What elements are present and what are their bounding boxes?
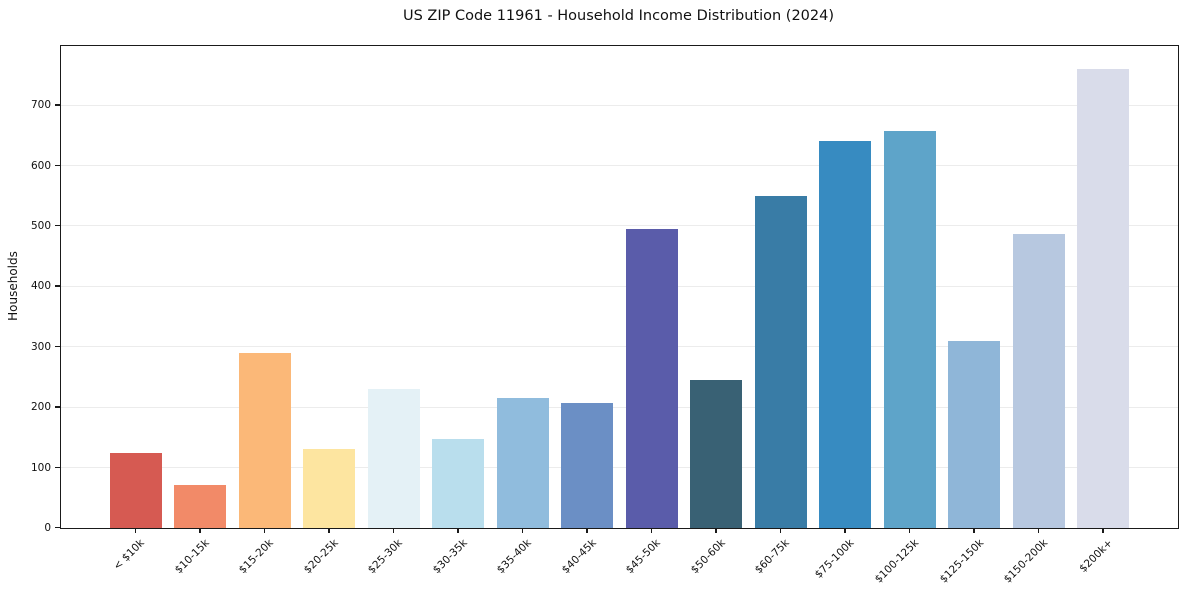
bar-$35-40k (496, 398, 549, 528)
x-tick-mark-11 (844, 528, 846, 534)
bar-$10-15k (174, 484, 227, 528)
x-tick-label-$200k+: $200k+ (1076, 537, 1115, 575)
x-tick-mark-5 (457, 528, 459, 534)
x-tick-label-$35-40k: $35-40k (495, 537, 535, 577)
y-tick-mark-400 (55, 285, 60, 287)
bar-$30-35k (432, 438, 485, 528)
x-tick-label-< $10k: < $10k (111, 537, 148, 573)
x-tick-mark-14 (1037, 528, 1040, 534)
x-tick-label-$30-35k: $30-35k (430, 537, 470, 577)
gridline-y-300 (61, 346, 1178, 348)
y-tick-mark-200 (55, 406, 60, 408)
x-tick-mark-1 (199, 528, 201, 534)
bar-$60-75k (754, 195, 807, 528)
bar-$45-50k (625, 229, 678, 528)
x-tick-label-$20-25k: $20-25k (301, 537, 341, 577)
bar-$25-30k (367, 389, 420, 528)
x-tick-mark-6 (521, 528, 524, 534)
bar-$75-100k (819, 141, 872, 528)
y-tick-mark-100 (55, 466, 60, 468)
gridline-y-500 (61, 225, 1178, 227)
x-tick-mark-7 (586, 528, 588, 534)
y-tick-label-0: 0 (44, 522, 51, 534)
gridline-y-200 (61, 406, 1178, 408)
x-tick-label-$45-50k: $45-50k (624, 537, 664, 577)
y-tick-mark-300 (55, 345, 60, 348)
y-tick-mark-0 (55, 527, 60, 529)
bar-$200k+ (1077, 68, 1130, 528)
x-tick-mark-8 (650, 528, 653, 534)
x-tick-mark-0 (134, 528, 137, 534)
x-tick-label-$25-30k: $25-30k (366, 537, 406, 577)
x-tick-label-$10-15k: $10-15k (172, 537, 212, 577)
gridline-y-100 (61, 467, 1178, 469)
x-tick-mark-9 (715, 528, 717, 534)
x-tick-mark-2 (263, 528, 266, 534)
gridline-y-400 (61, 285, 1178, 287)
bar-$50-60k (690, 380, 743, 528)
x-tick-mark-13 (973, 528, 975, 534)
y-tick-label-400: 400 (30, 280, 51, 293)
y-tick-label-500: 500 (30, 219, 51, 232)
x-tick-mark-4 (392, 528, 395, 534)
x-tick-label-$40-45k: $40-45k (559, 537, 599, 577)
x-tick-label-$60-75k: $60-75k (753, 537, 793, 577)
x-tick-label-$50-60k: $50-60k (688, 537, 728, 577)
bar-$150-200k (1012, 233, 1065, 528)
x-tick-label-$15-20k: $15-20k (237, 537, 277, 577)
y-tick-label-600: 600 (30, 159, 51, 172)
y-tick-mark-500 (55, 224, 60, 227)
x-tick-label-$100-125k: $100-125k (872, 537, 922, 586)
x-tick-label-$125-150k: $125-150k (937, 537, 986, 586)
y-tick-label-300: 300 (30, 340, 51, 353)
bar-$125-150k (948, 340, 1001, 528)
x-tick-mark-3 (328, 528, 330, 534)
y-tick-label-700: 700 (30, 99, 51, 112)
chart-title: US ZIP Code 11961 - Household Income Dis… (402, 8, 835, 24)
x-tick-label-$75-100k: $75-100k (812, 537, 857, 581)
y-tick-mark-600 (55, 164, 60, 166)
bar-$100-125k (883, 130, 936, 528)
y-tick-label-200: 200 (30, 401, 51, 414)
x-tick-mark-15 (1102, 528, 1104, 534)
bar-$15-20k (238, 352, 291, 528)
y-tick-mark-700 (55, 104, 60, 106)
bar-$40-45k (561, 402, 614, 528)
plot-area (60, 45, 1179, 529)
gridline-y-600 (61, 165, 1178, 167)
bar-< $10k (109, 452, 162, 528)
y-tick-label-100: 100 (30, 461, 51, 474)
bar-$20-25k (303, 449, 356, 528)
x-tick-mark-12 (908, 528, 911, 534)
x-tick-label-$150-200k: $150-200k (1001, 537, 1051, 586)
gridline-y-700 (61, 104, 1178, 106)
x-tick-mark-10 (779, 528, 782, 534)
